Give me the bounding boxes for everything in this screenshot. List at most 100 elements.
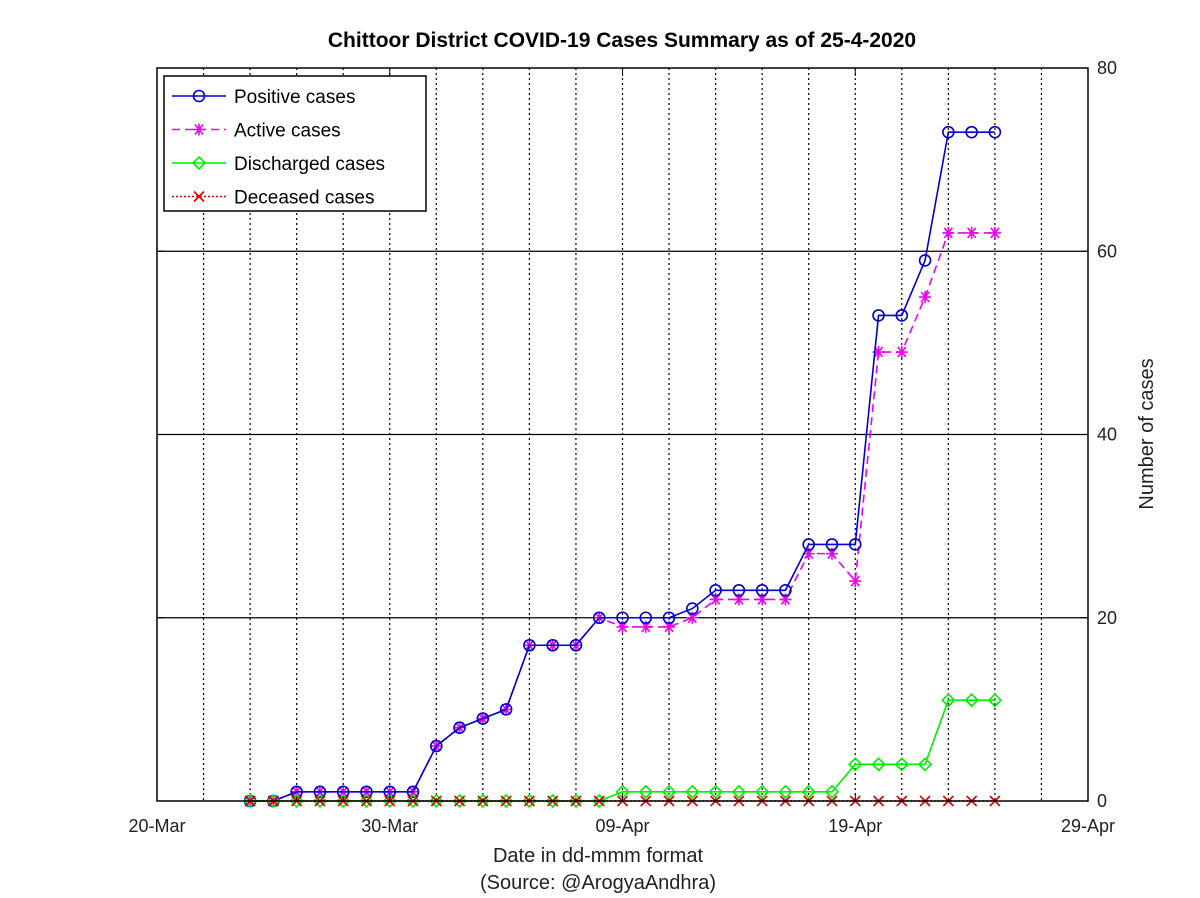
- data-point: [523, 638, 536, 652]
- data-point: [266, 793, 281, 809]
- data-point: [732, 593, 745, 606]
- x-tick-label: 20-Mar: [128, 816, 185, 836]
- legend-marker: [191, 155, 207, 171]
- y-tick-label: 40: [1097, 425, 1117, 445]
- y-tick-label: 0: [1097, 791, 1107, 811]
- data-point: [942, 125, 955, 139]
- data-point: [731, 784, 747, 799]
- data-point: [663, 620, 676, 633]
- grid: [157, 68, 1088, 801]
- data-point: [941, 693, 956, 708]
- data-point: [895, 309, 909, 322]
- data-point: [988, 125, 1002, 139]
- data-point: [336, 793, 351, 809]
- data-point: [802, 547, 815, 560]
- data-point: [755, 583, 769, 597]
- data-point: [708, 784, 723, 799]
- data-point: [849, 575, 862, 588]
- x-tick-label: 09-Apr: [595, 816, 649, 836]
- legend-marker: [193, 190, 205, 203]
- data-point: [498, 793, 514, 809]
- data-point: [429, 739, 443, 753]
- data-point: [546, 638, 559, 652]
- data-point: [522, 793, 537, 809]
- data-point: [779, 583, 792, 597]
- legend-marker: [192, 89, 206, 103]
- data-point: [964, 693, 979, 708]
- data-point: [661, 784, 677, 799]
- data-point: [756, 593, 769, 606]
- y-tick-label: 80: [1097, 58, 1117, 78]
- legend: Positive cases Active cases Discharged cas…: [163, 75, 427, 212]
- data-point: [569, 638, 583, 652]
- x-tick-label: 30-Mar: [361, 816, 418, 836]
- legend-label: Discharged cases: [234, 154, 385, 175]
- data-point: [824, 784, 840, 799]
- y-tick-label: 20: [1097, 608, 1117, 628]
- data-point: [919, 291, 932, 304]
- data-point: [289, 793, 304, 809]
- legend-label: Positive cases: [234, 87, 355, 108]
- data-point: [475, 793, 490, 809]
- y-axis-label: Number of cases: [1136, 358, 1158, 509]
- data-point: [987, 693, 1003, 708]
- series-line-positive-cases: [250, 131, 995, 802]
- data-point: [894, 757, 909, 772]
- data-point: [872, 309, 885, 322]
- data-point: [825, 538, 839, 551]
- data-point: [848, 538, 862, 551]
- data-point: [942, 226, 955, 239]
- data-point: [686, 602, 699, 615]
- data-point: [639, 611, 653, 625]
- data-point: [499, 703, 513, 716]
- legend-label: Active cases: [234, 121, 341, 142]
- data-point: [825, 547, 838, 560]
- data-point: [545, 793, 560, 809]
- chart-title: Chittoor District COVID-19 Cases Summary…: [328, 29, 916, 52]
- data-point: [405, 793, 421, 809]
- data-point: [382, 793, 397, 809]
- y-tick-label: 60: [1097, 241, 1117, 261]
- legend-box: [163, 75, 427, 212]
- data-point: [429, 793, 444, 809]
- data-point: [639, 620, 652, 633]
- data-point: [452, 793, 467, 809]
- data-point: [778, 784, 793, 799]
- data-point: [592, 611, 606, 625]
- data-point: [453, 721, 466, 735]
- data-point: [685, 784, 700, 799]
- x-tick-label: 19-Apr: [828, 816, 882, 836]
- x-tick-label: 29-Apr: [1061, 816, 1115, 836]
- data-point: [988, 226, 1001, 239]
- data-point: [686, 611, 699, 624]
- data-point: [568, 793, 584, 809]
- data-point: [732, 583, 746, 597]
- x-axis-label: Date in dd-mmm format: [493, 845, 703, 867]
- data-point: [336, 785, 350, 799]
- ticks: 20-Mar 30-Mar 09-Apr 19-Apr 29-Apr 0 20 40 60 80: [128, 58, 1117, 836]
- data-point: [755, 784, 770, 799]
- data-point: [965, 125, 978, 139]
- data-point: [290, 785, 303, 799]
- legend-label: Deceased cases: [234, 188, 374, 209]
- data-point: [895, 346, 908, 359]
- data-point: [592, 793, 607, 809]
- data-point: [662, 611, 676, 625]
- legend-marker: [193, 123, 205, 136]
- data-point: [313, 785, 327, 799]
- data-point: [848, 757, 863, 772]
- data-point: [779, 593, 792, 606]
- data-point: [709, 583, 722, 597]
- data-point: [616, 620, 629, 633]
- data-point: [965, 226, 978, 239]
- data-point: [242, 793, 258, 809]
- data-point: [872, 346, 885, 359]
- data-point: [871, 757, 886, 772]
- data-point: [801, 784, 816, 799]
- data-point: [406, 785, 420, 799]
- data-point: [709, 593, 722, 606]
- data-point: [918, 254, 932, 267]
- data-point: [917, 757, 933, 772]
- data-point: [312, 793, 328, 809]
